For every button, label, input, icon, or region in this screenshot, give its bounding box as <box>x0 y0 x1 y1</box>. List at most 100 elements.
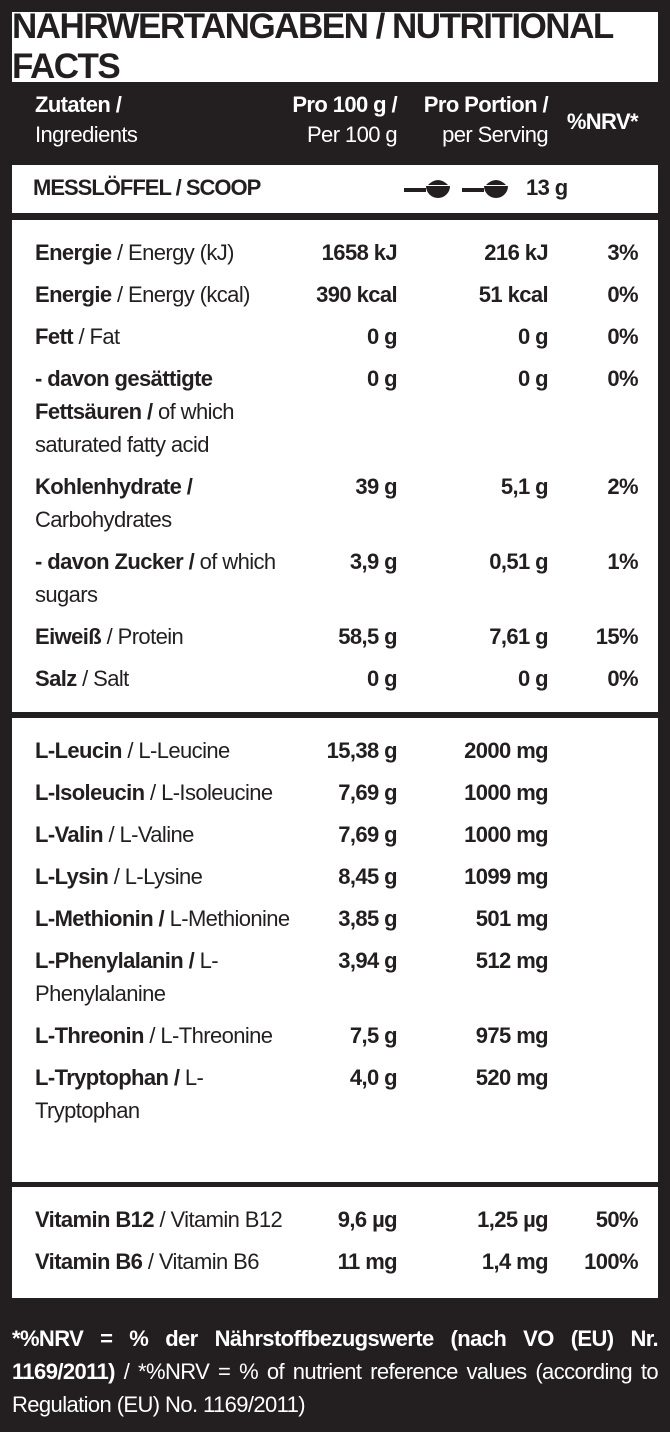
per-100g: 3,85 g <box>338 906 397 931</box>
footnote-normal: / *%NRV = % of nutrient reference values… <box>12 1359 659 1417</box>
per-serving: 0 g <box>518 366 549 391</box>
name-bold: L-Tryptophan / <box>35 1065 180 1090</box>
per-100g: 9,6 µg <box>337 1207 398 1232</box>
name-bold: L-Lysin <box>35 864 109 889</box>
nutrient-row: L-Phenylalanin / L-Phenylalanine 3,94 g 51… <box>35 944 658 1010</box>
nrv: 3% <box>607 240 638 265</box>
per-100g: 3,9 g <box>349 549 398 574</box>
nrv: 0% <box>607 366 638 391</box>
per-serving: 1,4 mg <box>481 1249 549 1274</box>
nutrient-row: Energie / Energy (kcal) 390 kcal 51 kcal 0% <box>35 278 658 311</box>
per-100g: 390 kcal <box>316 282 397 307</box>
per-100g: 0 g <box>367 666 398 691</box>
per-100g: 15,38 g <box>326 738 398 763</box>
name-normal: Carbohydrates <box>35 507 172 532</box>
per-serving: 5,1 g <box>500 474 549 499</box>
nrv: 0% <box>607 666 638 691</box>
scoop-amount: 13 g <box>526 175 568 200</box>
nutrient-name: Energie / Energy (kJ) <box>35 236 310 269</box>
name-normal: / Salt <box>82 666 129 691</box>
per-100g: 7,5 g <box>349 1023 398 1048</box>
per-100g: 39 g <box>355 474 397 499</box>
name-bold: Salz <box>35 666 77 691</box>
scoop-icons <box>404 180 508 198</box>
name-bold: Vitamin B6 <box>35 1249 143 1274</box>
col-serving: Pro Portion / per Serving <box>424 90 549 150</box>
per-100g: 8,45 g <box>338 864 397 889</box>
per-100g: 58,5 g <box>338 624 397 649</box>
per-100g: 7,69 g <box>338 780 397 805</box>
nutrient-name: L-Valin / L-Valine <box>35 818 310 851</box>
nutrient-row: L-Leucin / L-Leucine 15,38 g 2000 mg <box>35 734 658 767</box>
nutrient-name: L-Lysin / L-Lysine <box>35 860 310 893</box>
scoop-panel: MESSLÖFFEL / SCOOP 13 g <box>12 165 658 213</box>
nrv: 1% <box>607 549 638 574</box>
name-bold: Eiweiß <box>35 624 102 649</box>
per-100g: 3,94 g <box>338 948 397 973</box>
name-normal: L-Methionine <box>169 906 291 931</box>
nutrient-row: Energie / Energy (kJ) 1658 kJ 216 kJ 3% <box>35 236 658 269</box>
per-serving: 1000 mg <box>464 780 548 805</box>
per-serving: 51 kcal <box>478 282 549 307</box>
nutrient-row: - davon Zucker / of which sugars 3,9 g 0,5… <box>35 545 658 611</box>
nutrient-row: Eiweiß / Protein 58,5 g 7,61 g 15% <box>35 620 658 653</box>
nutrient-name: - davon gesättigte Fettsäuren / of which… <box>35 362 310 461</box>
title: NÄHRWERTANGABEN / NUTRITIONAL FACTS <box>12 7 658 86</box>
name-normal: / Vitamin B12 <box>159 1207 283 1232</box>
name-bold: L-Phenylalanin / <box>35 948 195 973</box>
nutrient-name: L-Phenylalanin / L-Phenylalanine <box>35 944 310 1010</box>
nutrient-row: Kohlenhydrate / Carbohydrates 39 g 5,1 g 2% <box>35 470 658 536</box>
nutrient-row: L-Tryptophan / L-Tryptophan 4,0 g 520 mg <box>35 1061 658 1127</box>
name-normal: / Fat <box>78 324 120 349</box>
nutrient-row: Fett / Fat 0 g 0 g 0% <box>35 320 658 353</box>
per-serving: 501 mg <box>475 906 549 931</box>
section: L-Leucin / L-Leucine 15,38 g 2000 mg L-Isol… <box>12 718 658 1182</box>
name-bold: Kohlenhydrate / <box>35 474 193 499</box>
footnote: *%NRV = % der Nährstoffbezugswerte (nach… <box>12 1322 659 1421</box>
header-bold: Pro 100 g / <box>292 92 397 117</box>
nrv: 100% <box>584 1249 638 1274</box>
nutrient-row: Vitamin B6 / Vitamin B6 11 mg 1,4 mg 100% <box>35 1245 658 1278</box>
name-normal: / L-Isoleucine <box>150 780 273 805</box>
nutrient-name: - davon Zucker / of which sugars <box>35 545 310 611</box>
name-bold: Energie <box>35 282 112 307</box>
nutrient-name: Energie / Energy (kcal) <box>35 278 310 311</box>
nutrient-row: L-Methionin / L-Methionine 3,85 g 501 mg <box>35 902 658 935</box>
name-bold: Energie <box>35 240 112 265</box>
nutrient-name: Kohlenhydrate / Carbohydrates <box>35 470 310 536</box>
name-normal: L-Tryptophan <box>35 1065 204 1123</box>
name-normal: L-Phenylalanine <box>35 948 219 1006</box>
per-serving: 1099 mg <box>464 864 548 889</box>
per-serving: 0 g <box>518 666 549 691</box>
per-serving: 1000 mg <box>464 822 548 847</box>
nutrient-row: L-Isoleucin / L-Isoleucine 7,69 g 1000 mg <box>35 776 658 809</box>
name-normal: / L-Lysine <box>113 864 203 889</box>
nrv: 50% <box>595 1207 639 1232</box>
per-serving: 975 mg <box>475 1023 549 1048</box>
footnote-bold: *%NRV = % der Nährstoffbezugswerte (nach… <box>12 1326 659 1384</box>
nutrient-row: Vitamin B12 / Vitamin B12 9,6 µg 1,25 µg 50… <box>35 1203 658 1236</box>
nutrient-name: Vitamin B6 / Vitamin B6 <box>35 1245 310 1278</box>
name-normal: / L-Threonine <box>149 1023 273 1048</box>
nutrient-name: L-Isoleucin / L-Isoleucine <box>35 776 310 809</box>
name-normal: / L-Leucine <box>127 738 230 763</box>
per-serving: 7,61 g <box>489 624 548 649</box>
name-bold: L-Methionin / <box>35 906 165 931</box>
header-bold: Zutaten / <box>35 92 122 117</box>
per-serving: 0 g <box>518 324 549 349</box>
nutrient-row: L-Lysin / L-Lysine 8,45 g 1099 mg <box>35 860 658 893</box>
per-serving: 520 mg <box>475 1065 549 1090</box>
per-serving: 512 mg <box>475 948 549 973</box>
nutrient-name: Fett / Fat <box>35 320 310 353</box>
per-serving: 216 kJ <box>484 240 548 265</box>
name-normal: of which sugars <box>35 549 276 607</box>
name-bold: L-Threonin <box>35 1023 144 1048</box>
nutrient-row: - davon gesättigte Fettsäuren / of which… <box>35 362 658 461</box>
name-normal: / Vitamin B6 <box>147 1249 260 1274</box>
per-100g: 11 mg <box>337 1249 398 1274</box>
name-bold: L-Isoleucin <box>35 780 145 805</box>
col-per100: Pro 100 g / Per 100 g <box>292 90 397 150</box>
name-bold: - davon gesättigte Fettsäuren / <box>35 366 213 424</box>
header-normal: Ingredients <box>35 122 138 147</box>
name-normal: / Protein <box>106 624 184 649</box>
